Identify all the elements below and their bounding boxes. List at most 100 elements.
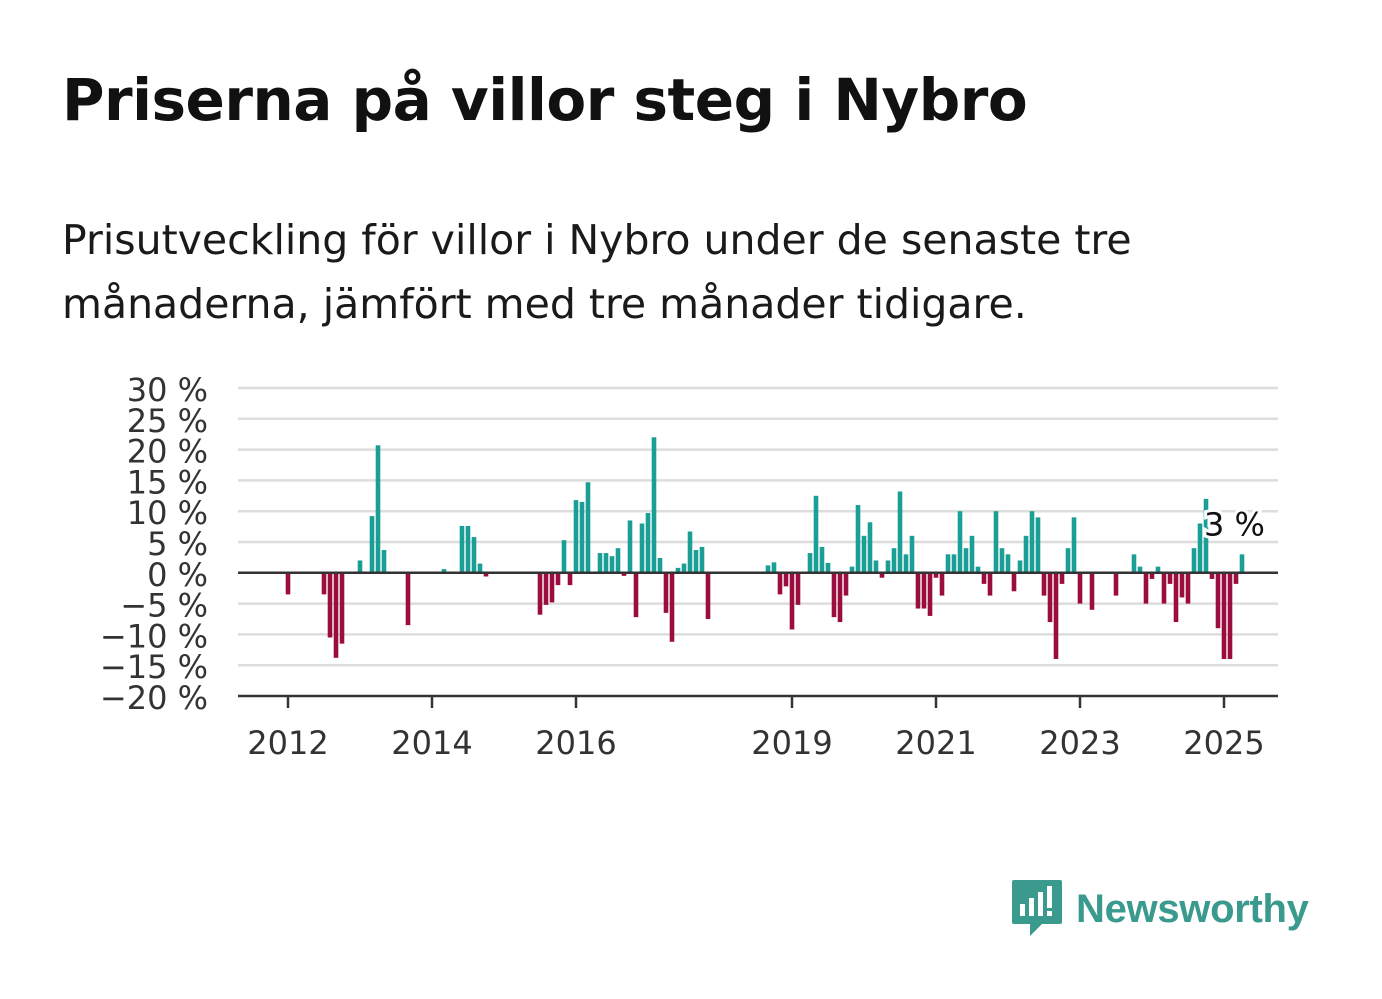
y-tick-label: −10 % [100,617,208,655]
bar [1149,572,1155,579]
bar [1131,554,1137,573]
bar [651,437,657,573]
bar [951,554,957,573]
bar [705,572,711,619]
bar [885,560,891,573]
bar [771,562,777,573]
bar [1227,572,1233,660]
bar [369,516,375,573]
bar [1233,572,1239,584]
bar [963,548,969,573]
bar [645,513,651,573]
bar [1137,566,1143,573]
bar [579,501,585,573]
bar [1179,572,1185,598]
bar [1041,572,1047,596]
bar [867,522,873,573]
bar [375,445,381,573]
bar [999,548,1005,573]
brand: Newsworthy [1008,876,1309,942]
bar [621,572,627,576]
chart-subtitle: Prisutveckling för villor i Nybro under … [62,216,1132,328]
bar [285,572,291,595]
chart-title: Priserna på villor steg i Nybro [62,66,1028,134]
bar [975,566,981,573]
bar [1215,572,1221,629]
bar [1077,572,1083,604]
bar [609,556,615,573]
bar [1023,535,1029,573]
bar [921,572,927,609]
bar [1017,560,1023,573]
bar [567,572,573,586]
x-tick-label: 2021 [895,724,976,762]
y-axis-ticks: 30 %25 %20 %15 %10 %5 %0 %−5 %−10 %−15 %… [100,371,208,717]
y-tick-label: −20 % [100,679,208,717]
bar [441,569,447,573]
bar [825,562,831,573]
bar [1197,523,1203,573]
y-tick-label: 20 % [127,433,208,471]
axes [238,571,1278,698]
bar [663,572,669,613]
bars [285,437,1245,660]
bar [471,537,477,573]
y-tick-label: 10 % [127,494,208,532]
bar [855,505,861,573]
bar [699,546,705,573]
bar [927,572,933,616]
bar [879,572,885,578]
bar [1143,572,1149,604]
bar [837,572,843,623]
bar [765,565,771,573]
bar [1089,572,1095,610]
bar [615,548,621,573]
bar [987,572,993,596]
bar [777,572,783,595]
bar [1035,517,1041,573]
bar [603,553,609,573]
bar [945,554,951,573]
bar [891,548,897,573]
bar [1167,572,1173,584]
y-tick-label: 25 % [127,402,208,440]
grid-lines [238,386,1278,667]
y-tick-label: 5 % [147,525,208,563]
bar [843,572,849,596]
bar [381,550,387,573]
bar [639,523,645,573]
bar [915,572,921,609]
bar [465,525,471,573]
bar [627,520,633,573]
bar [693,550,699,573]
bar [873,560,879,573]
bar [339,572,345,644]
bar [1239,554,1245,573]
bar [1161,572,1167,604]
y-tick-label: −5 % [120,587,208,625]
bar [405,572,411,626]
bar [633,572,639,618]
annotation-label: 3 % [1204,506,1265,544]
bar [585,482,591,573]
bar [327,572,333,638]
bar [333,572,339,658]
brand-name: Newsworthy [1076,886,1309,931]
bar [483,572,489,577]
bar [969,535,975,573]
newsworthy-logo-icon [1012,880,1062,936]
bar [933,572,939,578]
bar [573,500,579,573]
bar [861,535,867,573]
x-tick-label: 2016 [535,724,616,762]
bar [681,563,687,573]
bar [597,553,603,573]
x-tick-label: 2023 [1039,724,1120,762]
bar [1209,572,1215,579]
y-tick-label: −15 % [100,648,208,686]
y-tick-label: 30 % [127,371,208,409]
bar [993,511,999,573]
bar [357,560,363,573]
bar [1071,517,1077,573]
